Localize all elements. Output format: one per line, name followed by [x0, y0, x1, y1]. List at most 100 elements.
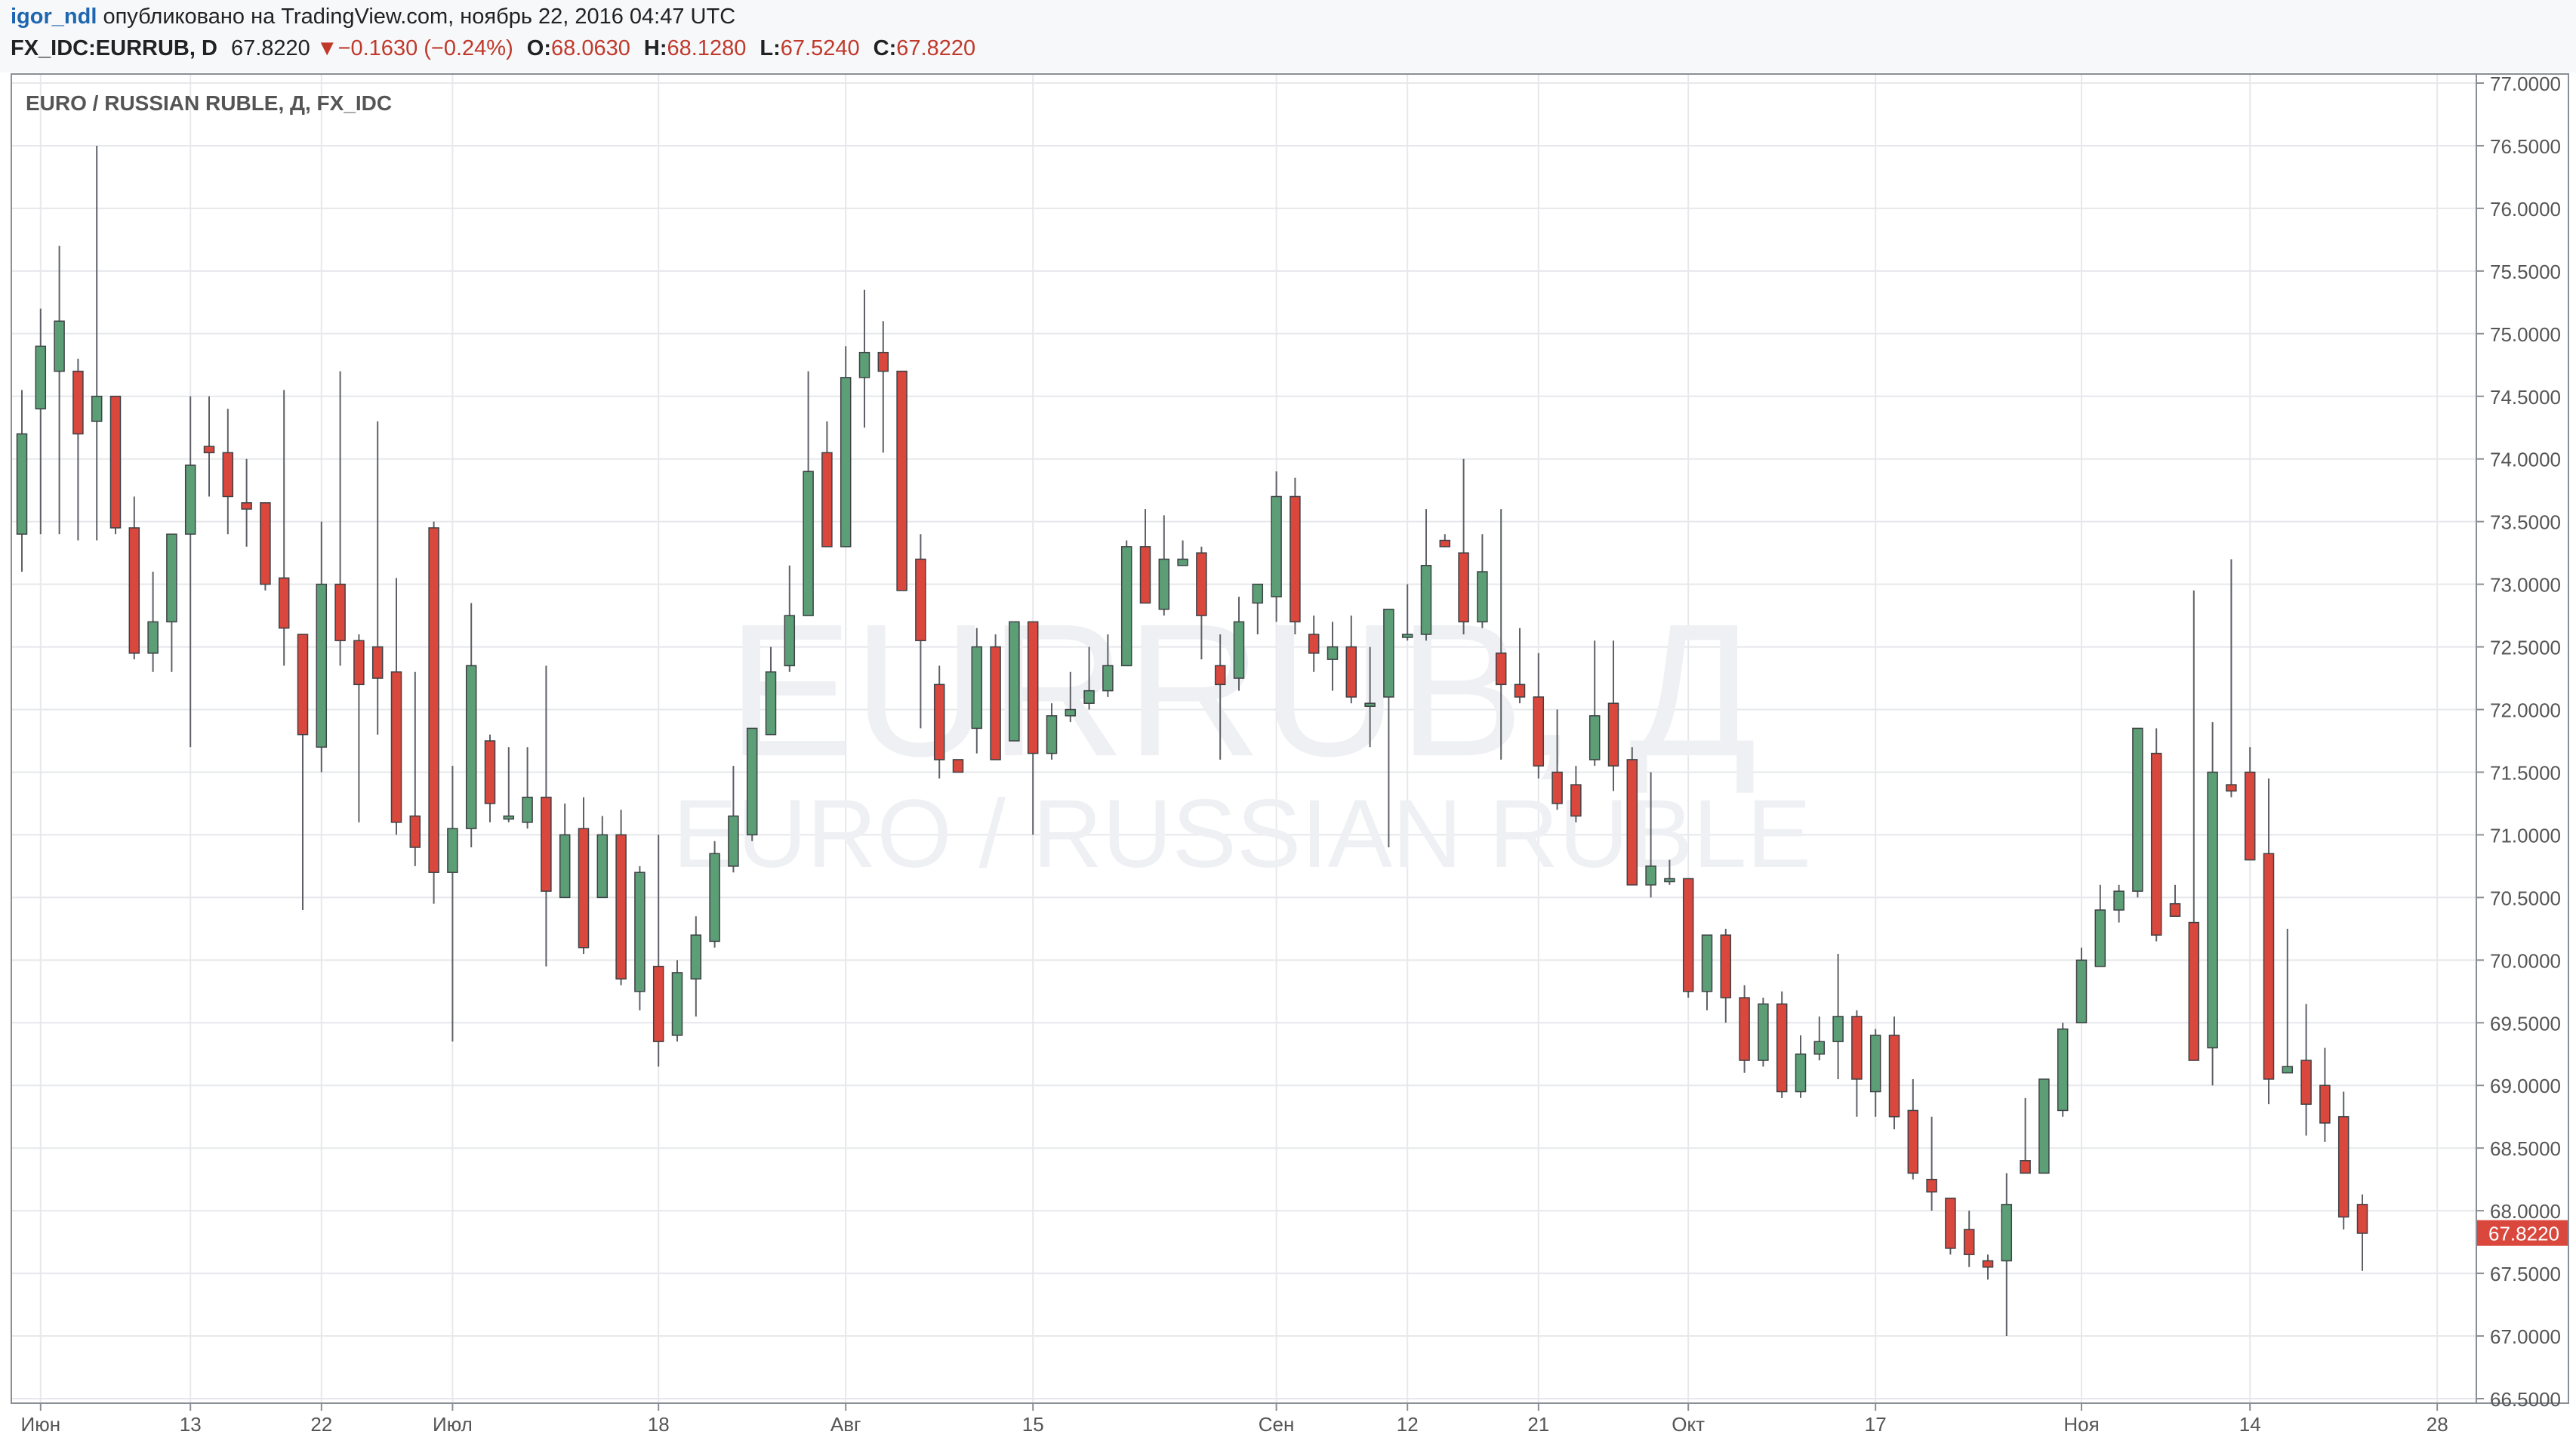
candle [1252, 583, 1264, 634]
candle-body [615, 834, 627, 980]
candle-body [1420, 564, 1432, 635]
y-tick-label: 72.0000 [2490, 699, 2561, 722]
candle [484, 734, 496, 822]
close-label: C: [873, 36, 897, 60]
candle-body [1626, 759, 1638, 886]
candle-body [2132, 727, 2143, 892]
candle-body [1383, 609, 1394, 698]
candle-body [91, 396, 103, 422]
candle-body [952, 759, 964, 773]
candle-body [634, 872, 646, 992]
x-tick-label: Авг [830, 1413, 861, 1436]
candle-body [2282, 1066, 2294, 1074]
candle-body [1027, 621, 1039, 754]
candle-body [1869, 1035, 1881, 1093]
candle-body [1570, 784, 1582, 817]
candle [896, 370, 907, 591]
candle-body [2169, 902, 2181, 918]
candle [765, 646, 777, 736]
author-link[interactable]: igor_ndl [11, 5, 97, 29]
candle [2113, 884, 2125, 923]
candle [2207, 722, 2218, 1086]
candle [671, 960, 683, 1042]
time-axis[interactable]: Июн 13 22 Июл 18 Авг 15 Сен 12 21 Окт 17 Ноя 14 28 [21, 1403, 2448, 1436]
x-tick-label: Ноя [2063, 1413, 2099, 1436]
candle-body [1308, 634, 1320, 654]
watermark-symbol: EURRUB, Д [727, 585, 1757, 795]
candle [1795, 1035, 1807, 1098]
candle [1102, 634, 1114, 697]
y-tick-label: 75.0000 [2490, 323, 2561, 346]
watermark: EURRUB, Д EURO / RUSSIAN RUBLE [673, 585, 1811, 888]
candle [541, 665, 552, 967]
candle-body [2319, 1084, 2331, 1124]
candle-body [2094, 909, 2106, 967]
candle-body [371, 646, 384, 679]
candle-body [2075, 959, 2088, 1024]
candle [390, 578, 402, 835]
x-tick-label: 14 [2239, 1413, 2261, 1436]
candle [1027, 621, 1039, 835]
candle [1290, 477, 1301, 634]
candle [1514, 628, 1526, 704]
y-tick-label: 68.0000 [2490, 1200, 2561, 1223]
candle-body [1327, 646, 1339, 660]
candle [1869, 1029, 1881, 1117]
candle-body [896, 370, 907, 591]
candle [166, 533, 177, 672]
y-tick-label: 66.5000 [2490, 1388, 2561, 1411]
candle-body [1196, 552, 1207, 616]
candle-body [147, 621, 159, 654]
candle-body [1776, 1003, 1788, 1093]
candle-body [2038, 1078, 2050, 1174]
candle-body [1832, 1016, 1844, 1042]
candle [2300, 1004, 2312, 1136]
y-tick-label: 68.5000 [2490, 1137, 2561, 1160]
candle [1120, 540, 1132, 667]
candle-body [1907, 1109, 1919, 1174]
candle [559, 803, 571, 899]
candle-body [72, 370, 84, 435]
candle-body [1252, 583, 1264, 604]
candles [16, 145, 2368, 1337]
candle-body [2113, 890, 2125, 911]
candle-body [1214, 665, 1226, 686]
candle [1233, 597, 1245, 691]
y-tick-label: 67.5000 [2490, 1263, 2561, 1285]
candle [465, 603, 477, 848]
high-value: 68.1280 [667, 36, 747, 60]
candle-body [184, 464, 196, 535]
watermark-name: EURO / RUSSIAN RUBLE [673, 780, 1811, 888]
candle-body [222, 452, 234, 498]
open-value: 68.0630 [551, 36, 630, 60]
candle-body [1458, 552, 1469, 623]
candle-body [915, 558, 926, 642]
candle [1046, 703, 1058, 760]
y-tick-label: 76.0000 [2490, 198, 2561, 221]
candle [746, 727, 758, 841]
candle-body [353, 640, 365, 686]
candle [596, 816, 609, 899]
candle-body [2001, 1204, 2013, 1262]
candle [1083, 646, 1095, 710]
candle-body [109, 396, 122, 529]
chart-header: igor_ndl опубликовано на TradingView.com… [0, 0, 2576, 72]
price-axis[interactable]: 77.0000 76.5000 76.0000 75.5000 75.0000 74.50… [2476, 72, 2561, 1411]
candle [1271, 471, 1282, 622]
candle [2356, 1194, 2368, 1271]
candle [2057, 1023, 2069, 1117]
candle-body [166, 533, 177, 623]
x-tick-label: 18 [648, 1413, 670, 1436]
candle-body [2207, 771, 2218, 1049]
last-price-badge [2477, 1220, 2568, 1246]
candle-body [1065, 708, 1077, 717]
chart-title: EURO / RUSSIAN RUBLE, Д, FX_IDC [26, 91, 392, 115]
candle-body [2226, 784, 2237, 792]
candle [1158, 515, 1170, 616]
y-tick-label: 73.0000 [2490, 574, 2561, 597]
candle [1682, 878, 1694, 998]
candle-body [503, 815, 515, 820]
price-axis-frame [2476, 73, 2569, 1404]
candle [784, 565, 796, 672]
